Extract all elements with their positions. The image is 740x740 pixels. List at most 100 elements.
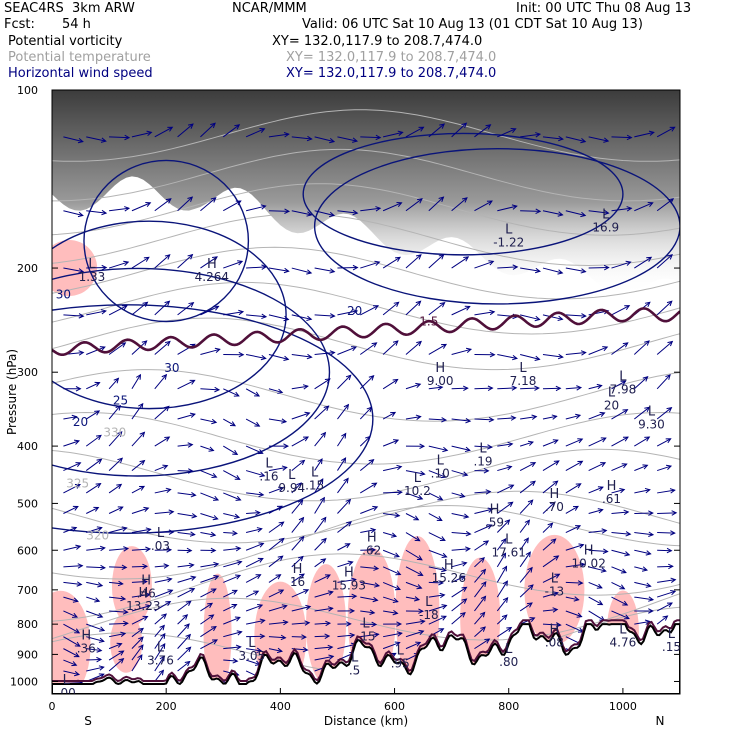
- wind-vector: [383, 130, 404, 138]
- wind-vector: [428, 301, 446, 316]
- terrain: [52, 623, 680, 694]
- extremum-kind: L: [668, 627, 676, 642]
- wind-vector: [86, 665, 105, 672]
- wind-vector: [656, 406, 673, 420]
- wind-vector: [268, 465, 288, 472]
- wind-vector: [86, 581, 104, 588]
- wind-speed-contour-layer: [52, 132, 680, 534]
- wind-vector: [131, 527, 152, 534]
- extremum-marker: L7.18: [510, 361, 537, 388]
- wind-vector-layer: [63, 122, 678, 692]
- extremum-marker: L.15: [662, 627, 680, 654]
- wind-vector: [588, 581, 603, 589]
- wind-vector: [85, 458, 103, 471]
- wind-vector: [634, 202, 654, 212]
- wind-vector: [131, 373, 142, 390]
- wind-vector: [314, 644, 334, 651]
- wind-vector: [657, 510, 678, 516]
- wind-vector: [268, 537, 285, 551]
- wind-vector: [360, 134, 382, 141]
- model-title: SEAC4RS 3km ARW: [4, 1, 135, 16]
- wind-vector: [337, 560, 354, 568]
- wind-vector: [314, 590, 334, 598]
- center-title: NCAR/MMM: [232, 1, 307, 16]
- wind-vector: [223, 200, 242, 212]
- field-xy-theta: XY= 132.0,117.9 to 208.7,474.0: [286, 50, 497, 65]
- wind-vector: [131, 579, 148, 585]
- wind-vector: [131, 402, 144, 420]
- wind-vector: [108, 377, 120, 390]
- wind-vector: [633, 376, 649, 390]
- wind-vector: [177, 412, 196, 420]
- extremum-value: -13: [545, 584, 565, 598]
- wind-speed-label: 20: [73, 415, 88, 429]
- wind-vector: [588, 596, 604, 606]
- wind-vector: [314, 378, 331, 390]
- wind-vector: [314, 633, 331, 639]
- wind-vector: [268, 314, 290, 322]
- extremum-value: 4.76: [610, 636, 637, 650]
- wind-vector: [634, 566, 649, 572]
- wind-vector: [86, 526, 103, 534]
- wind-vector: [656, 602, 673, 612]
- wind-vector: [268, 589, 285, 598]
- y-tick-label: 300: [17, 366, 38, 379]
- wind-speed-label: 30: [56, 287, 71, 301]
- wind-vector: [405, 532, 421, 542]
- wind-vector: [223, 309, 245, 316]
- wind-vector: [405, 198, 423, 212]
- wind-vector: [223, 418, 237, 427]
- wind-vector: [200, 547, 217, 554]
- wind-vector: [109, 580, 124, 587]
- wind-vector: [314, 136, 336, 144]
- wind-vector: [337, 136, 359, 143]
- wind-vector: [337, 477, 349, 494]
- wind-vector: [109, 609, 129, 615]
- wind-vector: [519, 480, 536, 494]
- wind-vector: [633, 340, 650, 355]
- wind-vector: [131, 546, 152, 552]
- wind-speed-contour: [52, 220, 287, 410]
- wind-vector: [223, 546, 242, 552]
- wind-vector: [223, 445, 239, 455]
- extremum-value: 3.76: [147, 654, 174, 668]
- wind-vector: [177, 512, 198, 519]
- theta-contour: [52, 213, 680, 267]
- wind-vector: [634, 487, 651, 494]
- x-tick-label: 400: [270, 700, 291, 713]
- wind-vector: [268, 267, 290, 274]
- wind-vector: [154, 198, 172, 212]
- theta-label: 325: [66, 477, 89, 491]
- wind-vector: [337, 309, 359, 316]
- wind-vector: [542, 460, 560, 472]
- wind-vector: [474, 416, 495, 423]
- extremum-kind: L: [351, 650, 359, 665]
- wind-vector: [177, 253, 194, 269]
- wind-vector: [360, 260, 381, 269]
- wind-vector: [85, 434, 102, 447]
- extremum-marker: H16: [290, 562, 305, 589]
- extremum-value: .10: [431, 467, 450, 481]
- wind-vector: [177, 442, 194, 448]
- wind-vector: [496, 565, 508, 583]
- wind-vector: [565, 610, 583, 618]
- wind-vector: [245, 388, 261, 397]
- wind-vector: [337, 209, 359, 216]
- extremum-marker: L3.76: [147, 641, 174, 668]
- wind-vector: [109, 595, 127, 602]
- wind-vector: [474, 444, 493, 450]
- wind-vector: [405, 340, 422, 355]
- extremum-marker: L-1.22: [493, 223, 524, 250]
- wind-vector: [474, 260, 495, 269]
- wind-vector: [496, 519, 511, 533]
- extremum-marker: L9.30: [638, 404, 665, 431]
- wind-vector: [63, 610, 79, 618]
- field-xy-pv: XY= 132.0,117.9 to 208.7,474.0: [272, 34, 483, 49]
- wind-vector: [223, 388, 240, 397]
- pv-shading-area: [306, 564, 347, 685]
- wind-vector: [542, 267, 564, 275]
- extremum-value: .5: [349, 663, 360, 677]
- wind-vector: [314, 516, 327, 533]
- wind-speed-label: 20: [347, 304, 362, 318]
- wind-speed-label: 25: [113, 393, 128, 407]
